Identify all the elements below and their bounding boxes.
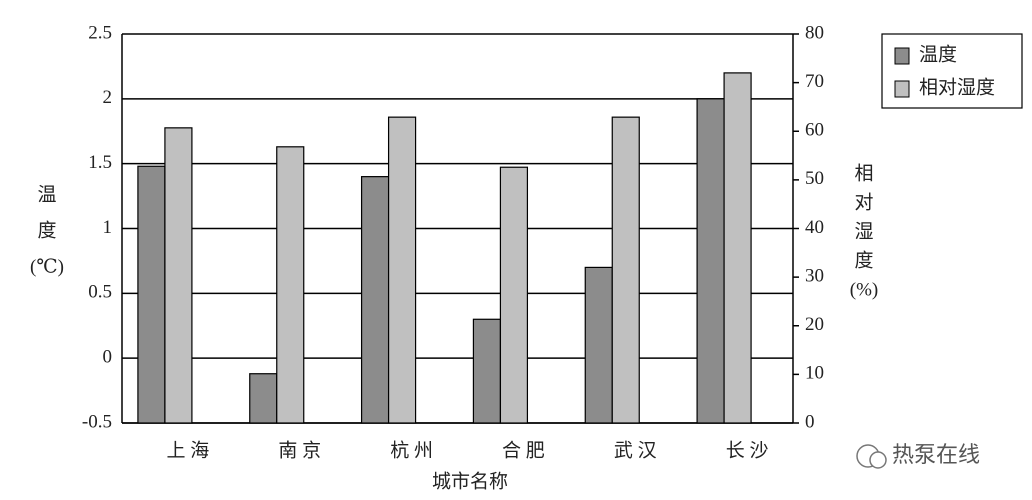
bar <box>249 373 278 424</box>
y-axis-title: 度 <box>37 219 56 241</box>
legend-swatch <box>894 47 910 65</box>
bar <box>137 165 166 424</box>
bar <box>584 266 613 424</box>
y2-tick-label: 50 <box>805 168 824 189</box>
y-tick-label: 2.5 <box>88 22 112 43</box>
bar <box>611 116 640 424</box>
y-tick-label: 1 <box>103 217 113 238</box>
y2-tick-label: 10 <box>805 363 824 384</box>
y2-tick-label: 30 <box>805 265 824 286</box>
x-tick-label: 合 肥 <box>502 439 545 461</box>
y-tick-label: 0.5 <box>88 282 112 303</box>
legend-swatch <box>894 80 910 98</box>
x-tick-label: 南 京 <box>278 439 321 461</box>
x-tick-label: 杭 州 <box>390 439 433 461</box>
y2-tick-label: 40 <box>805 217 824 238</box>
bar <box>696 98 725 424</box>
y2-tick-label: 60 <box>805 120 824 141</box>
y2-tick-label: 70 <box>805 71 824 92</box>
bar <box>472 318 502 424</box>
x-tick-label: 武 汉 <box>614 439 657 461</box>
y2-axis-title: 相 <box>854 162 873 184</box>
y2-axis-title: 度 <box>854 249 873 271</box>
y2-tick-label: 20 <box>805 314 824 335</box>
y2-tick-label: 80 <box>805 22 824 43</box>
watermark: 热泵在线 <box>856 443 980 469</box>
bar <box>387 116 417 424</box>
y-tick-label: 0 <box>103 347 113 368</box>
bar <box>276 146 305 424</box>
x-tick-label: 上 海 <box>167 439 210 461</box>
y-axis-title: 温 <box>37 183 56 205</box>
y2-tick-label: 0 <box>805 411 815 432</box>
y-axis-title: (℃) <box>30 256 64 277</box>
bar <box>499 166 529 424</box>
y2-axis-title: (%) <box>850 279 878 300</box>
y-tick-label: 2 <box>103 87 113 108</box>
watermark-icon <box>869 451 887 469</box>
y-tick-label: -0.5 <box>82 411 112 432</box>
bar <box>164 127 193 424</box>
x-axis-title: 城市名称 <box>432 470 508 492</box>
bar <box>723 72 752 424</box>
bar <box>360 176 390 424</box>
y2-axis-title: 湿 <box>854 220 873 242</box>
legend-label: 温度 <box>919 43 957 65</box>
x-tick-label: 长 沙 <box>726 439 769 461</box>
watermark-text: 热泵在线 <box>892 443 980 468</box>
y-tick-label: 1.5 <box>88 152 112 173</box>
legend-label: 相对湿度 <box>919 76 995 98</box>
y2-axis-title: 对 <box>854 191 873 213</box>
